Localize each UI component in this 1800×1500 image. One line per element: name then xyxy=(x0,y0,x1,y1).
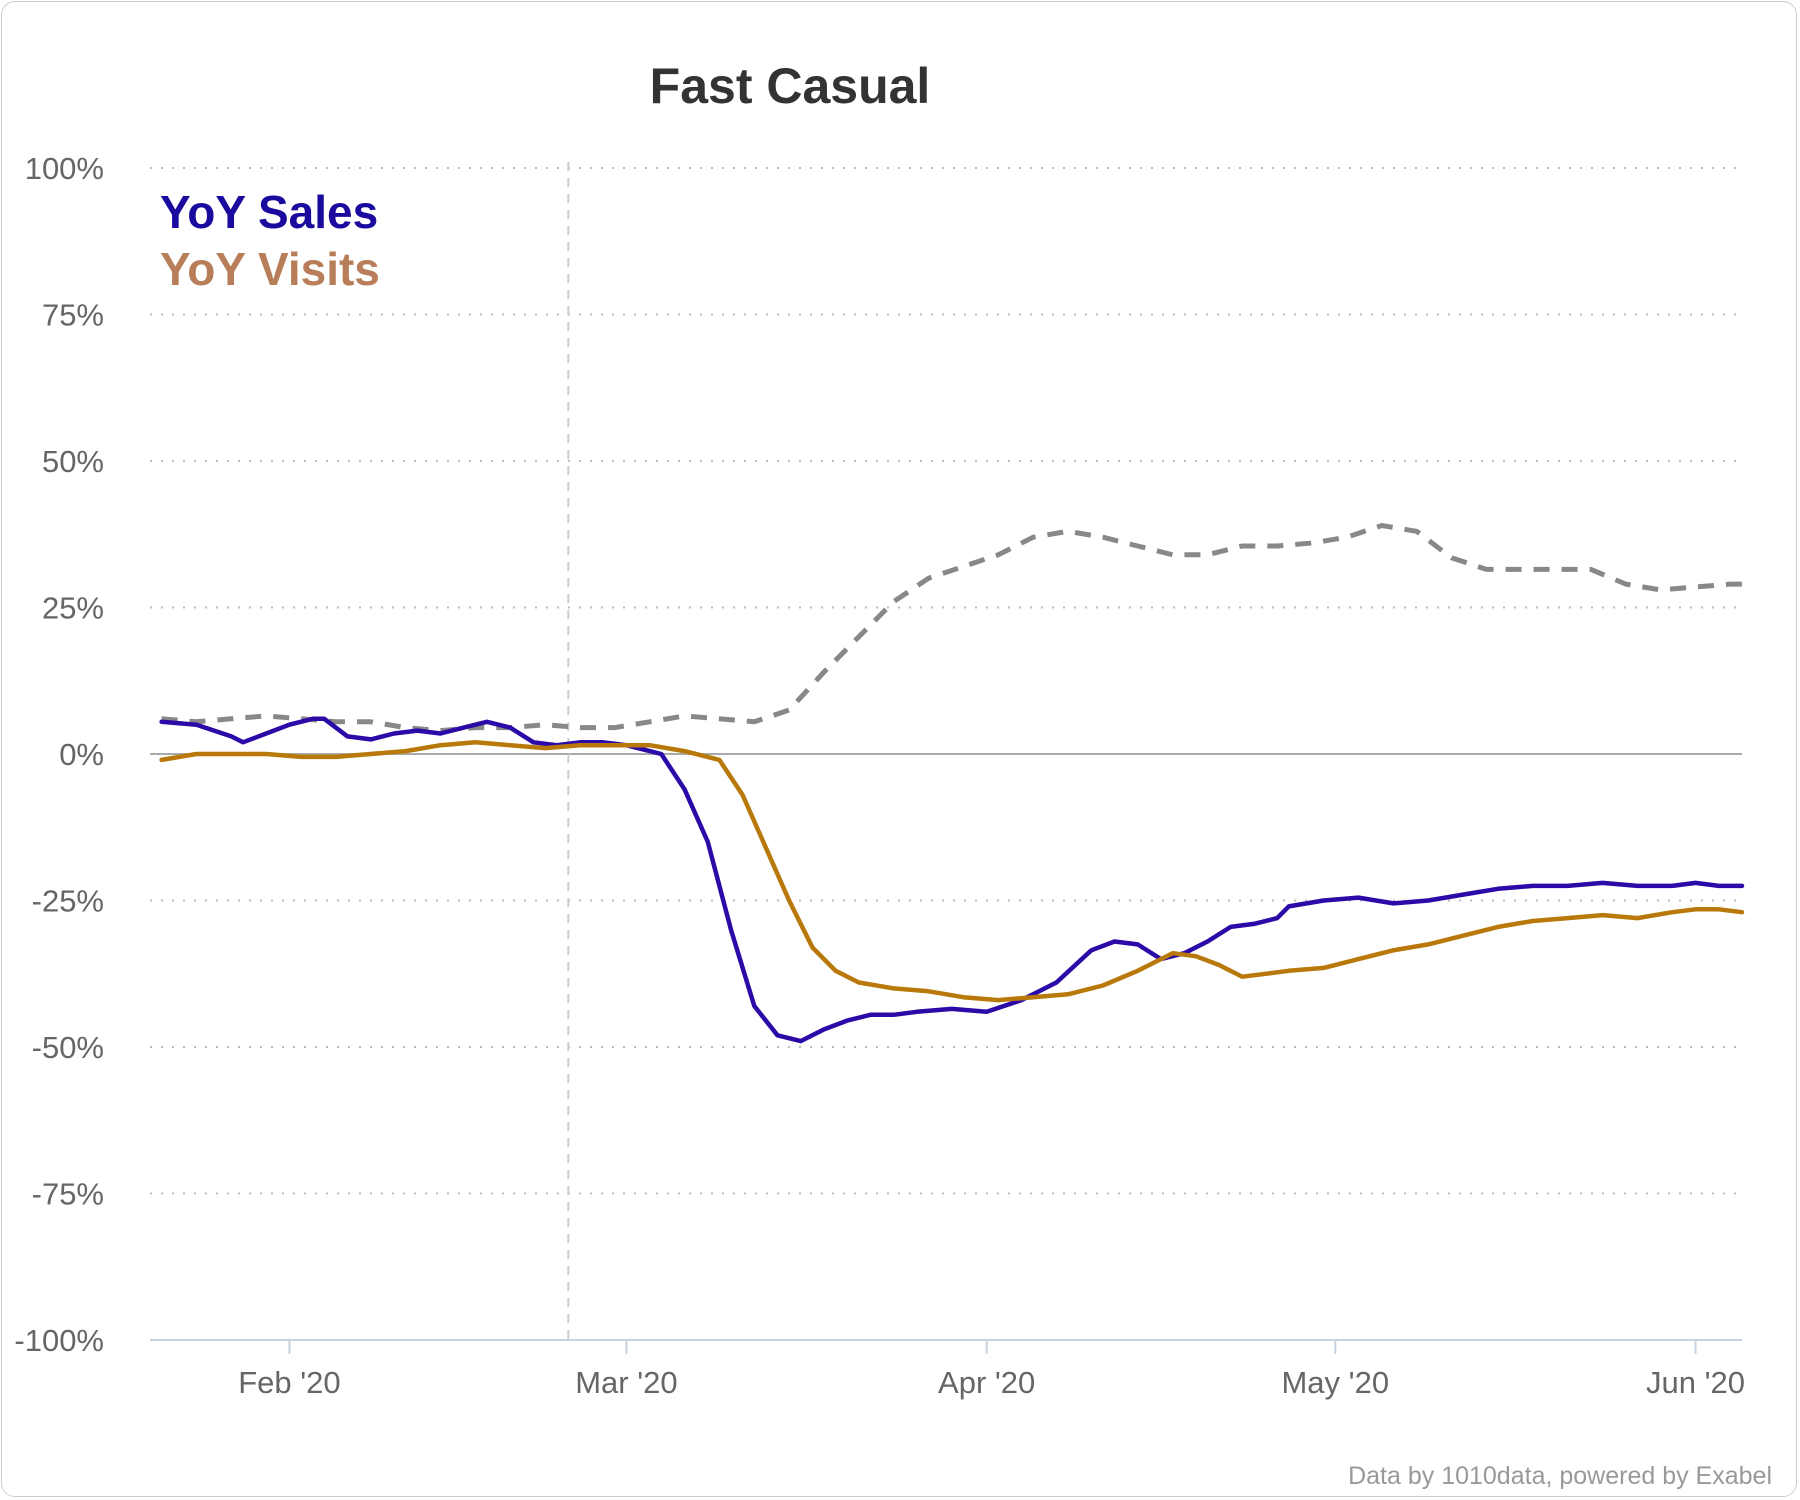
x-tick-label: Apr '20 xyxy=(938,1365,1035,1400)
y-tick-label: -50% xyxy=(32,1030,104,1065)
series-line-dashed xyxy=(161,523,1742,734)
y-tick-label: 25% xyxy=(42,591,104,626)
x-axis: Feb '20 Mar '20 Apr '20 May '20 Jun '20 xyxy=(150,1339,1745,1400)
legend-item-yoy-visits: YoY Visits xyxy=(160,243,380,295)
y-tick-label: 75% xyxy=(42,298,104,333)
x-tick-label: May '20 xyxy=(1281,1365,1389,1400)
gridlines xyxy=(150,167,1742,1195)
x-tick-label: Feb '20 xyxy=(238,1365,340,1400)
y-tick-label: 50% xyxy=(42,444,104,479)
series-line-yoy-sales xyxy=(159,716,1745,1044)
series-group xyxy=(159,523,1745,1044)
y-tick-label: 100% xyxy=(25,151,104,186)
legend-item-yoy-sales: YoY Sales xyxy=(160,186,378,238)
data-credit: Data by 1010data, powered by Exabel xyxy=(1348,1462,1772,1490)
y-axis-ticks: 100% 75% 50% 25% 0% -25% -50% -75% -100% xyxy=(14,151,104,1358)
y-tick-label: -25% xyxy=(32,884,104,919)
x-tick-label: Mar '20 xyxy=(575,1365,677,1400)
y-tick-label: -75% xyxy=(32,1177,104,1212)
chart-title: Fast Casual xyxy=(650,58,931,114)
y-tick-label: 0% xyxy=(59,737,104,772)
y-tick-label: -100% xyxy=(14,1323,104,1358)
x-tick-label: Jun '20 xyxy=(1646,1365,1745,1400)
series-line-yoy-visits xyxy=(159,740,1745,1003)
